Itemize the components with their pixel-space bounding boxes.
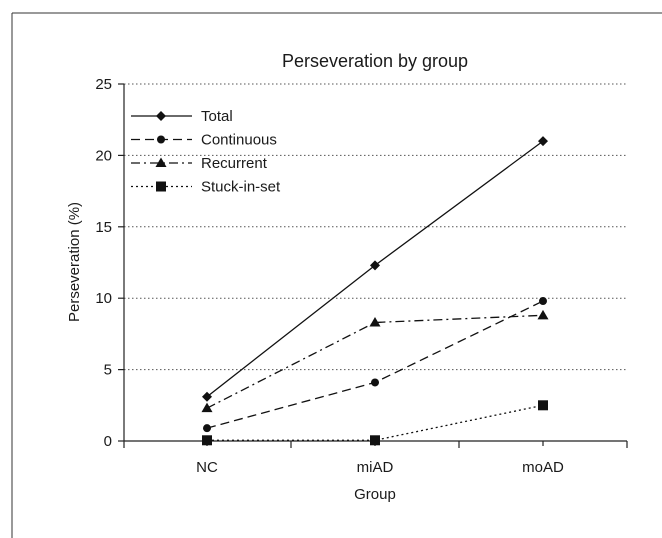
legend-marker-continuous — [157, 135, 165, 144]
point-continuous-NC — [203, 424, 211, 433]
legend-marker-recurrent — [155, 157, 167, 167]
y-tick-labels: 0 5 10 15 20 25 — [95, 76, 112, 450]
y-tick-label-25: 25 — [95, 76, 112, 93]
legend-label-continuous: Continuous — [201, 132, 277, 149]
y-tick-label-5: 5 — [104, 362, 112, 379]
point-recurrent-miAD — [369, 316, 381, 327]
series-line-recurrent — [206, 314, 544, 409]
point-total-NC — [202, 391, 212, 402]
x-tick-labels: NC miAD moAD — [196, 459, 564, 476]
legend-label-stuck-in-set: Stuck-in-set — [201, 179, 281, 196]
legend-label-recurrent: Recurrent — [201, 155, 268, 172]
point-continuous-miAD — [371, 378, 379, 387]
y-tick-label-0: 0 — [104, 433, 112, 450]
y-tick-label-10: 10 — [95, 290, 112, 307]
y-tick-label-15: 15 — [95, 219, 112, 236]
series-layer — [201, 136, 549, 446]
legend-label-total: Total — [201, 108, 233, 125]
point-total-moAD — [538, 136, 548, 147]
point-stuck-in-set-moAD — [538, 400, 548, 411]
x-tick-label-miAD: miAD — [357, 459, 394, 476]
point-recurrent-moAD — [537, 309, 549, 320]
series-line-stuck-in-set — [207, 404, 544, 441]
chart-title: Perseveration by group — [282, 51, 468, 71]
point-total-miAD — [370, 260, 380, 271]
point-stuck-in-set-miAD — [370, 435, 380, 446]
legend: Total Continuous Recurrent Stuck-in-set — [131, 108, 281, 196]
x-axis-label: Group — [354, 486, 396, 503]
point-continuous-moAD — [539, 297, 547, 306]
point-recurrent-NC — [201, 402, 213, 413]
gridlines — [124, 83, 627, 371]
y-axis-label: Perseveration (%) — [66, 202, 83, 322]
legend-marker-total — [156, 111, 166, 121]
x-tick-label-moAD: moAD — [522, 459, 564, 476]
legend-marker-stuck-in-set — [156, 181, 166, 192]
point-stuck-in-set-NC — [202, 435, 212, 446]
y-tick-label-20: 20 — [95, 147, 112, 164]
x-tick-label-NC: NC — [196, 459, 218, 476]
